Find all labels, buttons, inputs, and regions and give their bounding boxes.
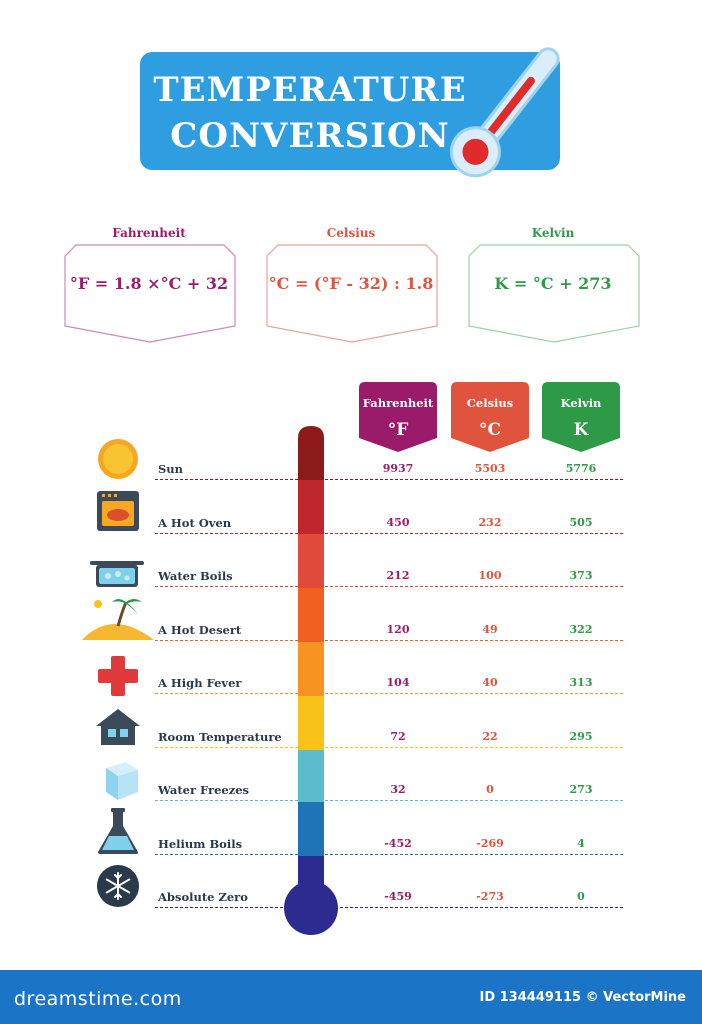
row-value-celsius: 40 (482, 676, 498, 689)
row-label-water-boils: Water Boils (158, 569, 233, 583)
fahrenheit-column-header (359, 382, 437, 452)
row-value-kelvin: 373 (569, 569, 593, 582)
house-icon (96, 709, 140, 745)
row-divider (155, 854, 623, 855)
row-value-fahrenheit: 104 (386, 676, 410, 689)
row-label-absolute-zero: Absolute Zero (158, 890, 248, 904)
row-value-fahrenheit: 9937 (382, 462, 414, 475)
row-value-fahrenheit: -459 (384, 890, 412, 903)
celsius-formula-label: Celsius (326, 226, 376, 240)
title-line-1: TEMPERATURE (153, 70, 467, 110)
celsius-column-unit: °C (478, 420, 502, 440)
title-line-2: CONVERSION (170, 116, 450, 156)
footer-brand[interactable]: dreamstime.com (14, 988, 182, 1010)
row-label-high-fever: A High Fever (158, 676, 242, 690)
row-value-celsius: 22 (482, 730, 498, 743)
row-value-kelvin: 295 (569, 730, 593, 743)
row-value-celsius: 0 (486, 783, 494, 796)
fahrenheit-formula: °F = 1.8 ×°C + 32 (69, 274, 229, 293)
row-value-celsius: -273 (476, 890, 504, 903)
row-label-room-temperature: Room Temperature (158, 730, 282, 744)
boiling-pot-icon (90, 561, 144, 587)
row-value-kelvin: 0 (577, 890, 585, 903)
celsius-column-header (451, 382, 529, 452)
row-value-fahrenheit: 32 (390, 783, 406, 796)
row-label-sun: Sun (158, 462, 184, 476)
ice-cube-icon (106, 762, 138, 800)
footer-image-id: ID 134449115 © VectorMine (479, 990, 686, 1005)
row-divider (155, 693, 623, 694)
row-value-fahrenheit: 450 (386, 516, 410, 529)
celsius-formula-box (266, 244, 438, 343)
row-divider (155, 533, 623, 534)
row-divider (155, 640, 623, 641)
title-banner: TEMPERATURE CONVERSION (140, 52, 560, 170)
row-value-fahrenheit: 212 (386, 569, 410, 582)
row-value-kelvin: 505 (569, 516, 593, 529)
kelvin-formula-label: Kelvin (531, 226, 575, 240)
kelvin-column-unit: K (573, 420, 589, 440)
row-value-kelvin: 313 (569, 676, 593, 689)
row-value-kelvin: 5776 (565, 462, 597, 475)
row-value-fahrenheit: 72 (390, 730, 406, 743)
row-divider (155, 747, 623, 748)
row-divider (155, 479, 623, 480)
row-label-hot-desert: A Hot Desert (158, 623, 242, 637)
row-value-fahrenheit: -452 (384, 837, 412, 850)
row-divider (155, 800, 623, 801)
row-value-celsius: 232 (478, 516, 502, 529)
fahrenheit-column-unit: °F (387, 420, 409, 440)
row-divider (155, 586, 623, 587)
row-value-fahrenheit: 120 (386, 623, 410, 636)
kelvin-column-header (542, 382, 620, 452)
row-value-kelvin: 4 (577, 837, 585, 850)
row-value-celsius: 100 (478, 569, 502, 582)
row-divider (155, 907, 623, 908)
oven-icon (97, 491, 139, 531)
snowflake-icon (97, 865, 139, 907)
sun-icon (98, 439, 138, 479)
row-value-kelvin: 322 (569, 623, 593, 636)
celsius-column-name: Celsius (466, 396, 514, 410)
row-value-celsius: -269 (476, 837, 504, 850)
row-label-water-freezes: Water Freezes (158, 783, 250, 797)
kelvin-formula-box (468, 244, 640, 343)
kelvin-formula: K = °C + 273 (494, 274, 612, 293)
fahrenheit-column-name: Fahrenheit (362, 396, 434, 410)
thermometer-scale (284, 426, 338, 935)
fahrenheit-formula-box (64, 244, 236, 343)
celsius-formula: °C = (°F - 32) : 1.8 (268, 274, 434, 293)
footer-bar: dreamstime.com ID 134449115 © VectorMine (0, 970, 702, 1024)
row-label-helium-boils: Helium Boils (158, 837, 243, 851)
desert-palm-icon (82, 599, 154, 640)
row-value-celsius: 5503 (474, 462, 506, 475)
row-value-celsius: 49 (482, 623, 498, 636)
kelvin-column-name: Kelvin (560, 396, 602, 410)
fahrenheit-formula-label: Fahrenheit (112, 226, 186, 240)
row-value-kelvin: 273 (569, 783, 593, 796)
flask-icon (98, 808, 138, 854)
medical-cross-icon (98, 656, 138, 696)
row-label-hot-oven: A Hot Oven (158, 516, 232, 530)
thermometer-icon (450, 47, 560, 178)
